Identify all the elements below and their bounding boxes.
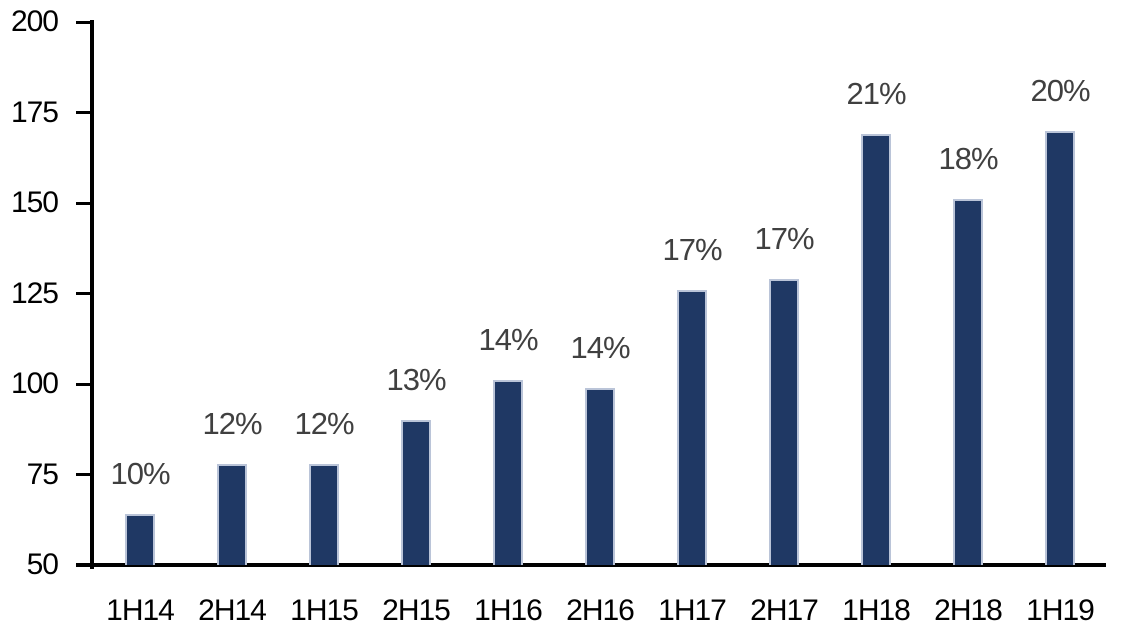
bar: [861, 134, 891, 565]
bar-value-label: 17%: [754, 221, 814, 257]
bar-value-label: 21%: [846, 76, 906, 112]
y-tick-label: 100: [10, 367, 59, 400]
bar: [677, 289, 707, 565]
y-tick-label: 200: [10, 5, 59, 38]
y-tick-label: 150: [10, 186, 59, 219]
bar-value-label: 20%: [1030, 72, 1090, 108]
bar: [1045, 130, 1075, 565]
bar-value-label: 17%: [662, 231, 722, 267]
bar: [217, 463, 247, 565]
y-tick-label: 125: [10, 276, 59, 310]
bar-value-label: 12%: [202, 405, 262, 441]
bar-value-label: 13%: [386, 362, 446, 398]
bar: [401, 420, 431, 565]
bar: [309, 463, 339, 565]
x-category-label: 2H18: [934, 594, 1003, 627]
x-category-label: 2H14: [198, 594, 267, 627]
y-tick-mark: [76, 201, 94, 205]
x-category-label: 1H18: [842, 594, 911, 627]
y-tick-label: 50: [26, 548, 59, 581]
bar: [953, 199, 983, 565]
bar: [769, 279, 799, 565]
bar: [585, 387, 615, 565]
y-tick-mark: [76, 20, 94, 24]
x-category-label: 1H19: [1026, 594, 1095, 627]
bar: [125, 514, 155, 565]
bar-value-label: 14%: [478, 322, 538, 358]
x-category-label: 1H16: [474, 594, 543, 627]
y-tick-label: 75: [26, 457, 59, 491]
x-category-label: 2H17: [750, 594, 819, 627]
bar-value-label: 14%: [570, 329, 630, 365]
x-category-label: 2H15: [382, 594, 451, 627]
x-category-label: 1H17: [658, 594, 727, 627]
x-category-label: 1H14: [106, 594, 175, 627]
y-tick-mark: [76, 111, 94, 114]
bar-value-label: 18%: [938, 141, 998, 177]
x-category-label: 1H15: [290, 594, 359, 627]
y-tick-mark: [76, 473, 94, 476]
bar: [493, 380, 523, 565]
y-tick-label: 175: [10, 95, 59, 129]
bar-value-label: 12%: [294, 405, 354, 441]
x-category-label: 2H16: [566, 594, 635, 627]
x-axis-line: [76, 563, 1106, 567]
y-tick-mark: [76, 382, 94, 386]
y-tick-mark: [76, 292, 94, 295]
bar-value-label: 10%: [110, 456, 170, 492]
